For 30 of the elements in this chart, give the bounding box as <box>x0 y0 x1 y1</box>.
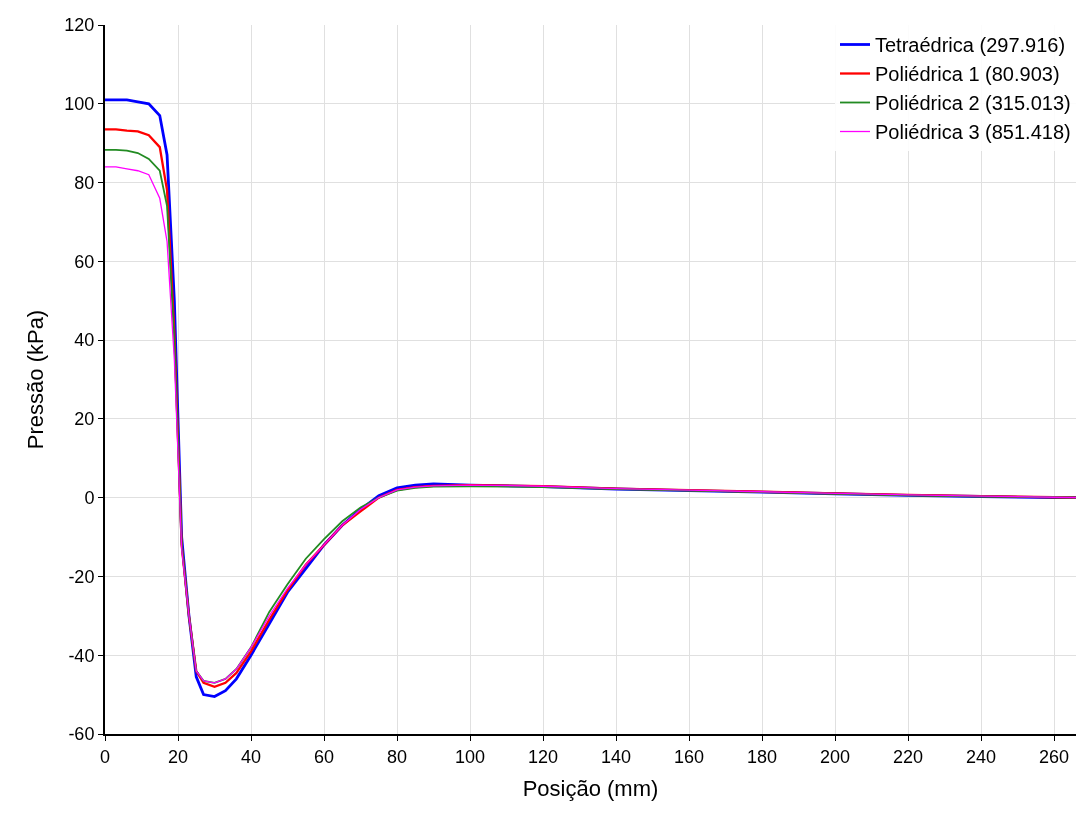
x-tick-label: 60 <box>314 746 335 767</box>
x-tick-label: 120 <box>528 746 559 767</box>
x-axis-title: Posição (mm) <box>522 776 659 801</box>
y-tick-label: 20 <box>74 409 95 430</box>
y-tick-label: 0 <box>84 487 95 508</box>
y-tick-label: 60 <box>74 251 95 272</box>
x-tick-label: 140 <box>601 746 632 767</box>
legend-label: Poliédrica 1 (80.903) <box>875 63 1060 86</box>
legend-label: Poliédrica 2 (315.013) <box>875 92 1071 115</box>
y-tick-label: 80 <box>74 172 95 193</box>
x-tick-label: 100 <box>455 746 486 767</box>
legend-label: Poliédrica 3 (851.418) <box>875 121 1071 144</box>
x-tick-label: 220 <box>893 746 924 767</box>
x-tick-label: 160 <box>674 746 705 767</box>
y-tick-label: -20 <box>68 566 95 587</box>
x-tick-label: 240 <box>966 746 997 767</box>
x-tick-label: 40 <box>241 746 262 767</box>
y-tick-label: 100 <box>64 94 95 115</box>
y-axis-title: Pressão (kPa) <box>22 309 48 450</box>
x-tick-label: 180 <box>747 746 778 767</box>
y-tick-label: -60 <box>68 724 95 745</box>
legend-label: Tetraédrica (297.916) <box>875 34 1066 57</box>
x-tick-label: 20 <box>167 746 189 767</box>
x-tick-label: 80 <box>387 746 408 767</box>
x-tick-label: 0 <box>99 746 111 767</box>
y-tick-label: 120 <box>64 15 95 36</box>
x-tick-label: 200 <box>820 746 851 767</box>
x-tick-label: 260 <box>1039 746 1070 767</box>
y-tick-label: 40 <box>74 330 95 351</box>
y-tick-label: -40 <box>68 645 95 666</box>
